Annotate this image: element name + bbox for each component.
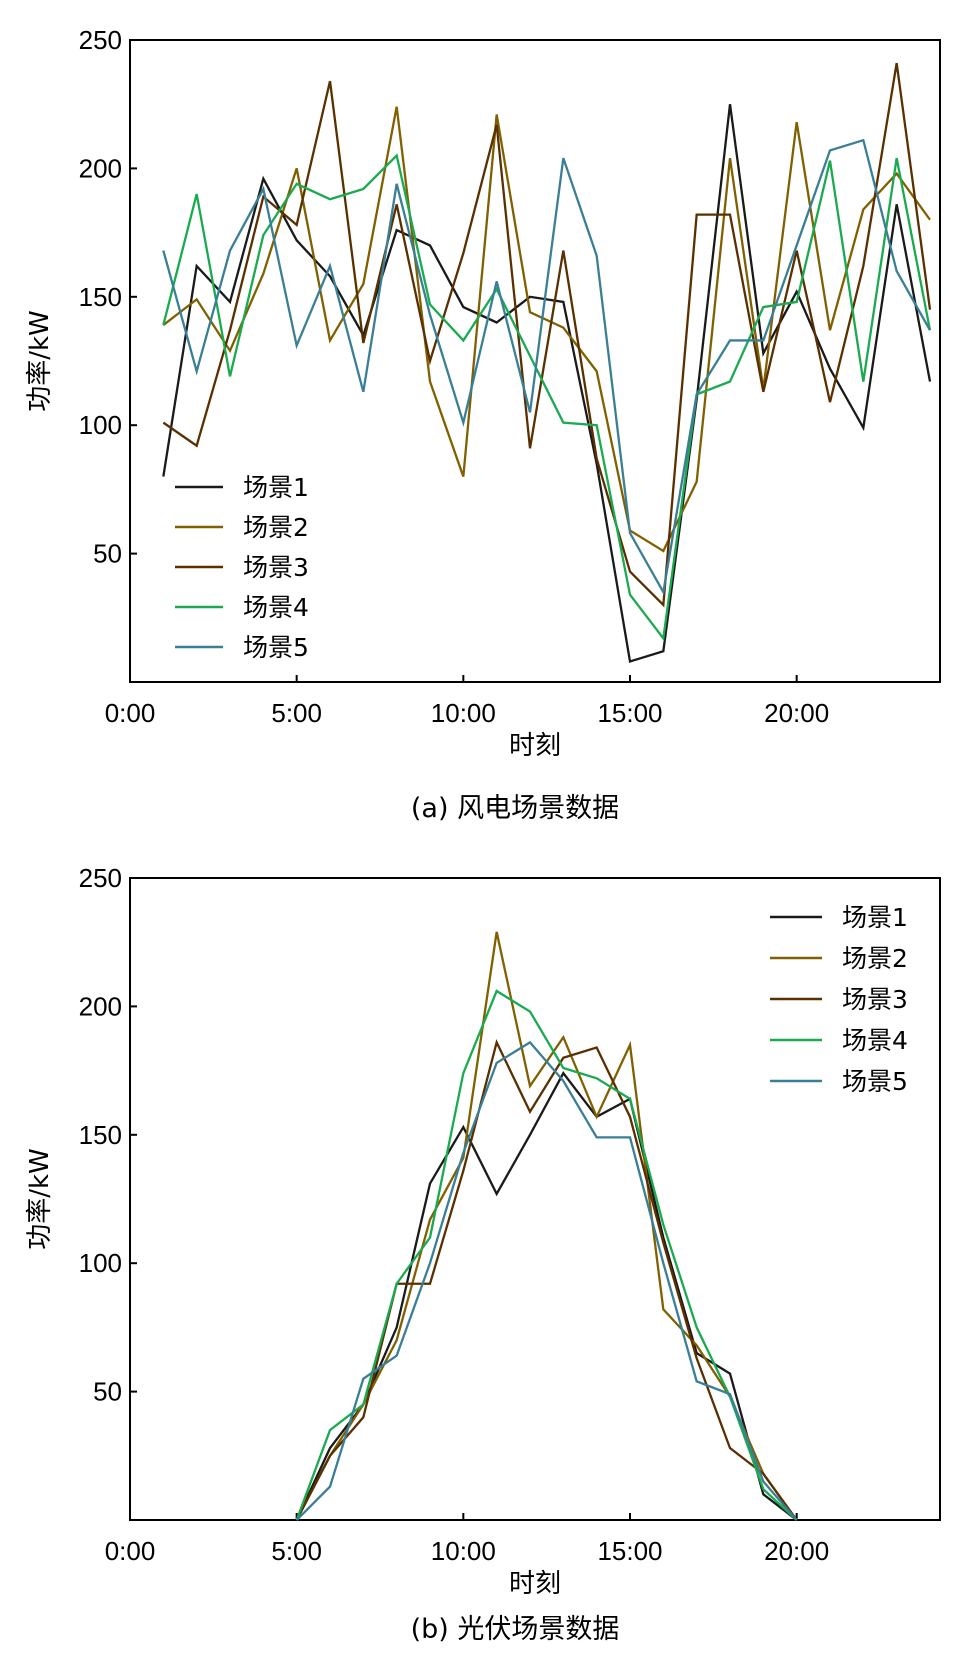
y-tick-label: 100 xyxy=(79,410,122,440)
series-line-4 xyxy=(162,153,932,642)
x-tick-label: 20:00 xyxy=(764,1536,829,1566)
y-tick-label: 250 xyxy=(79,25,122,55)
x-tick-label: 10:00 xyxy=(431,698,496,728)
x-tick-label: 10:00 xyxy=(431,1536,496,1566)
y-axis-label: 功率/kW xyxy=(25,310,55,412)
figure-caption: (b) 光伏场景数据 xyxy=(411,1614,620,1645)
y-tick-label: 150 xyxy=(79,1120,122,1150)
plot-frame xyxy=(129,877,941,1521)
legend-label: 场景4 xyxy=(842,1026,908,1055)
legend-label: 场景2 xyxy=(243,513,309,542)
series-line-4 xyxy=(295,989,798,1521)
y-axis-label: 功率/kW xyxy=(25,1148,55,1250)
x-tick-label: 5:00 xyxy=(271,698,322,728)
legend: 场景1 场景2 场景3 场景4 场景5 xyxy=(175,473,309,662)
legend-label: 场景2 xyxy=(842,944,908,973)
y-tick-label: 50 xyxy=(93,539,122,569)
x-tick-label: 5:00 xyxy=(271,1536,322,1566)
legend-label: 场景3 xyxy=(243,553,309,582)
y-tick-label: 250 xyxy=(79,863,122,893)
series-line-5 xyxy=(295,1040,798,1521)
x-tick-label: 20:00 xyxy=(764,698,829,728)
legend-label: 场景1 xyxy=(243,473,309,502)
series-line-2 xyxy=(162,106,931,553)
x-tick-label: 0:00 xyxy=(105,1536,156,1566)
y-tick-label: 50 xyxy=(93,1377,122,1407)
chart-1: 0:00 5:00 10:00 15:00 20:00 50 100 150 200 250 时刻 功… xyxy=(25,25,941,824)
series-line-1 xyxy=(162,104,932,663)
y-tick-label: 200 xyxy=(79,991,122,1021)
y-tick-label: 100 xyxy=(79,1248,122,1278)
y-tick-label: 200 xyxy=(79,153,122,183)
legend-label: 场景5 xyxy=(842,1067,908,1096)
x-tick-label: 15:00 xyxy=(597,1536,662,1566)
series-line-3 xyxy=(295,1039,798,1521)
series-line-5 xyxy=(162,138,932,596)
x-axis-label: 时刻 xyxy=(509,1569,561,1599)
figure-caption: (a) 风电场景数据 xyxy=(411,793,619,824)
x-axis-label: 时刻 xyxy=(509,731,561,761)
legend: 场景1 场景2 场景3 场景4 场景5 xyxy=(770,903,908,1096)
x-tick-label: 0:00 xyxy=(105,698,156,728)
legend-label: 场景1 xyxy=(842,903,908,932)
legend-label: 场景4 xyxy=(243,593,309,622)
x-tick-label: 15:00 xyxy=(597,698,662,728)
series-line-2 xyxy=(295,931,798,1521)
series-line-1 xyxy=(295,1071,798,1521)
plot-frame xyxy=(129,39,941,683)
legend-label: 场景5 xyxy=(243,633,309,662)
y-tick-label: 150 xyxy=(79,282,122,312)
legend-label: 场景3 xyxy=(842,985,908,1014)
chart-2: 0:00 5:00 10:00 15:00 20:00 50 100 150 200 250 时刻 功… xyxy=(25,863,941,1645)
